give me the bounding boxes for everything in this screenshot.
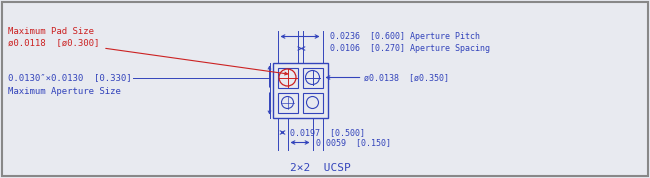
Text: ø0.0138  [ø0.350]: ø0.0138 [ø0.350]	[365, 73, 450, 82]
Text: 0.0059  [0.150]: 0.0059 [0.150]	[315, 138, 391, 147]
Bar	[278, 93, 298, 112]
Text: Maximum Pad Size: Maximum Pad Size	[8, 27, 94, 35]
Text: 0.0197  [0.500]: 0.0197 [0.500]	[291, 128, 365, 137]
Bar	[302, 67, 322, 88]
Text: 0.0130″×0.0130  [0.330]: 0.0130″×0.0130 [0.330]	[8, 73, 131, 82]
Text: 0.0106  [0.270] Aperture Spacing: 0.0106 [0.270] Aperture Spacing	[330, 44, 491, 53]
Text: ø0.0118  [ø0.300]: ø0.0118 [ø0.300]	[8, 38, 99, 48]
Bar	[302, 93, 322, 112]
Bar	[278, 67, 298, 88]
Text: 0.0236  [0.600] Aperture Pitch: 0.0236 [0.600] Aperture Pitch	[330, 32, 480, 41]
Text: Maximum Aperture Size: Maximum Aperture Size	[8, 87, 121, 96]
Bar	[272, 62, 328, 117]
Text: 2×2  UCSP: 2×2 UCSP	[290, 163, 350, 173]
